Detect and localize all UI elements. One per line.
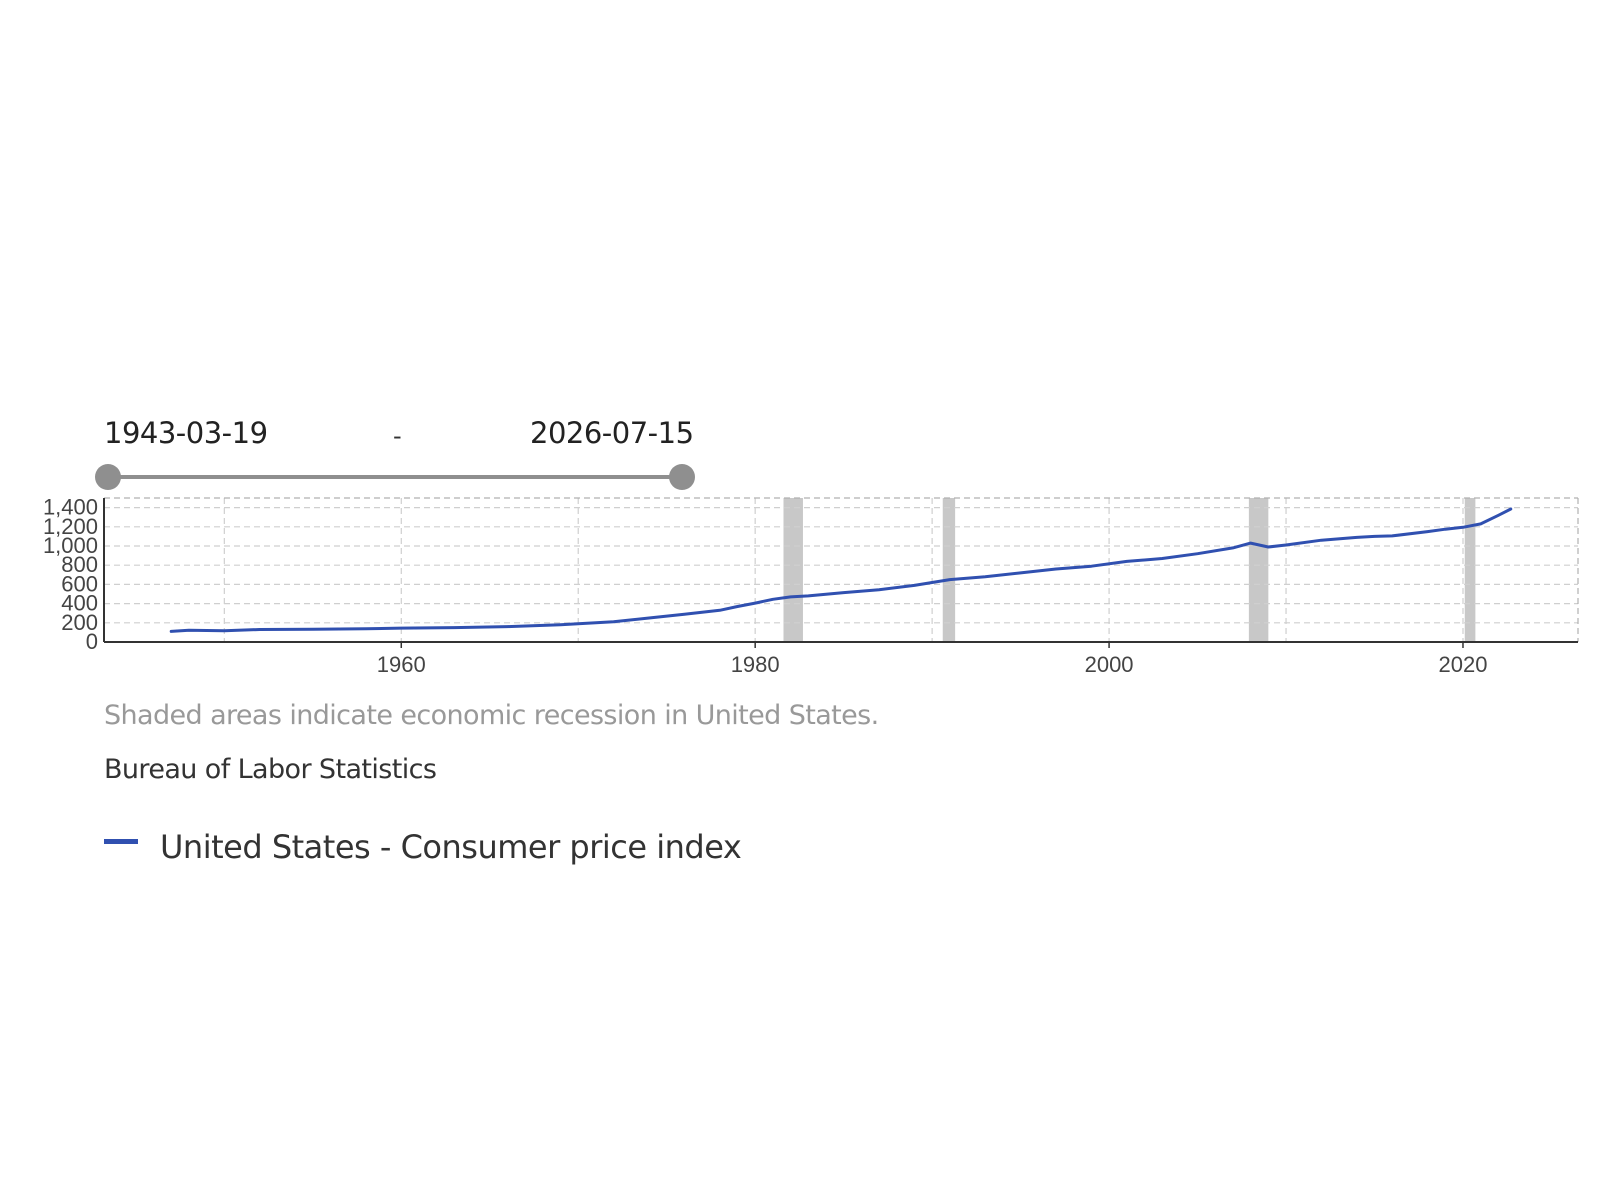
date-range-start[interactable]: 1943-03-19 — [104, 416, 268, 450]
y-tick-label: 800 — [61, 552, 98, 577]
y-tick-label: 400 — [61, 591, 98, 616]
y-tick-label: 600 — [61, 571, 98, 596]
y-tick-label: 1,000 — [43, 533, 98, 558]
recession-footnote: Shaded areas indicate economic recession… — [104, 700, 879, 731]
y-tick-label: 0 — [86, 629, 98, 654]
recession-band — [1464, 498, 1476, 642]
date-range-slider[interactable] — [95, 462, 695, 492]
date-range-end[interactable]: 2026-07-15 — [530, 416, 694, 450]
recession-band — [783, 498, 803, 642]
source-label: Bureau of Labor Statistics — [104, 754, 437, 785]
x-tick-label: 1980 — [731, 652, 780, 677]
legend-swatch — [104, 839, 138, 844]
slider-handle-end[interactable] — [669, 464, 695, 490]
recession-band — [942, 498, 956, 642]
x-tick-label: 1960 — [377, 652, 426, 677]
x-tick-label: 2000 — [1085, 652, 1134, 677]
slider-track[interactable] — [107, 475, 681, 479]
slider-handle-start[interactable] — [95, 464, 121, 490]
y-tick-label: 1,400 — [43, 495, 98, 520]
y-tick-label: 200 — [61, 610, 98, 635]
x-tick-label: 2020 — [1439, 652, 1488, 677]
series-line — [169, 507, 1513, 633]
legend-label: United States - Consumer price index — [160, 828, 742, 866]
y-tick-label: 1,200 — [43, 514, 98, 539]
recession-band — [1248, 498, 1269, 642]
date-range-separator: - — [393, 422, 402, 450]
